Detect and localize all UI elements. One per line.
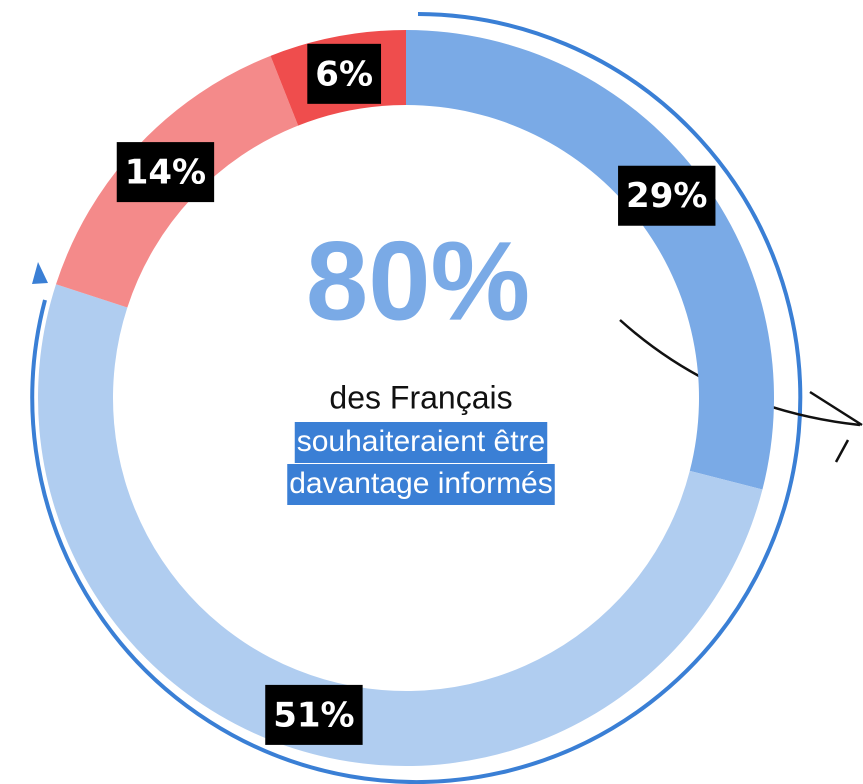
- outer-arrow-arc: [30, 12, 803, 784]
- side-arrow-head: [809, 390, 863, 463]
- highlight-box: [287, 464, 555, 505]
- highlight-text: souhaiteraient être: [297, 425, 546, 458]
- headline: 80%: [306, 219, 530, 344]
- highlight-text: davantage informés: [289, 467, 553, 500]
- label-box: [618, 165, 716, 226]
- value-label: 6%: [315, 54, 373, 94]
- segment: [406, 30, 774, 490]
- value-label: 14%: [125, 153, 206, 193]
- segment: [38, 284, 763, 766]
- label-box: [116, 142, 215, 203]
- label-box: [307, 43, 382, 104]
- center-text: des Français: [329, 379, 512, 415]
- label-box: [265, 684, 363, 745]
- value-label: 51%: [273, 695, 354, 735]
- highlight: souhaiteraient être davantage informés: [287, 422, 555, 505]
- outer-arrow-head: [32, 262, 48, 284]
- highlight-box: [294, 422, 548, 463]
- value-label: 29%: [626, 176, 707, 216]
- labels: 29% 51% 14% 6%: [116, 43, 716, 745]
